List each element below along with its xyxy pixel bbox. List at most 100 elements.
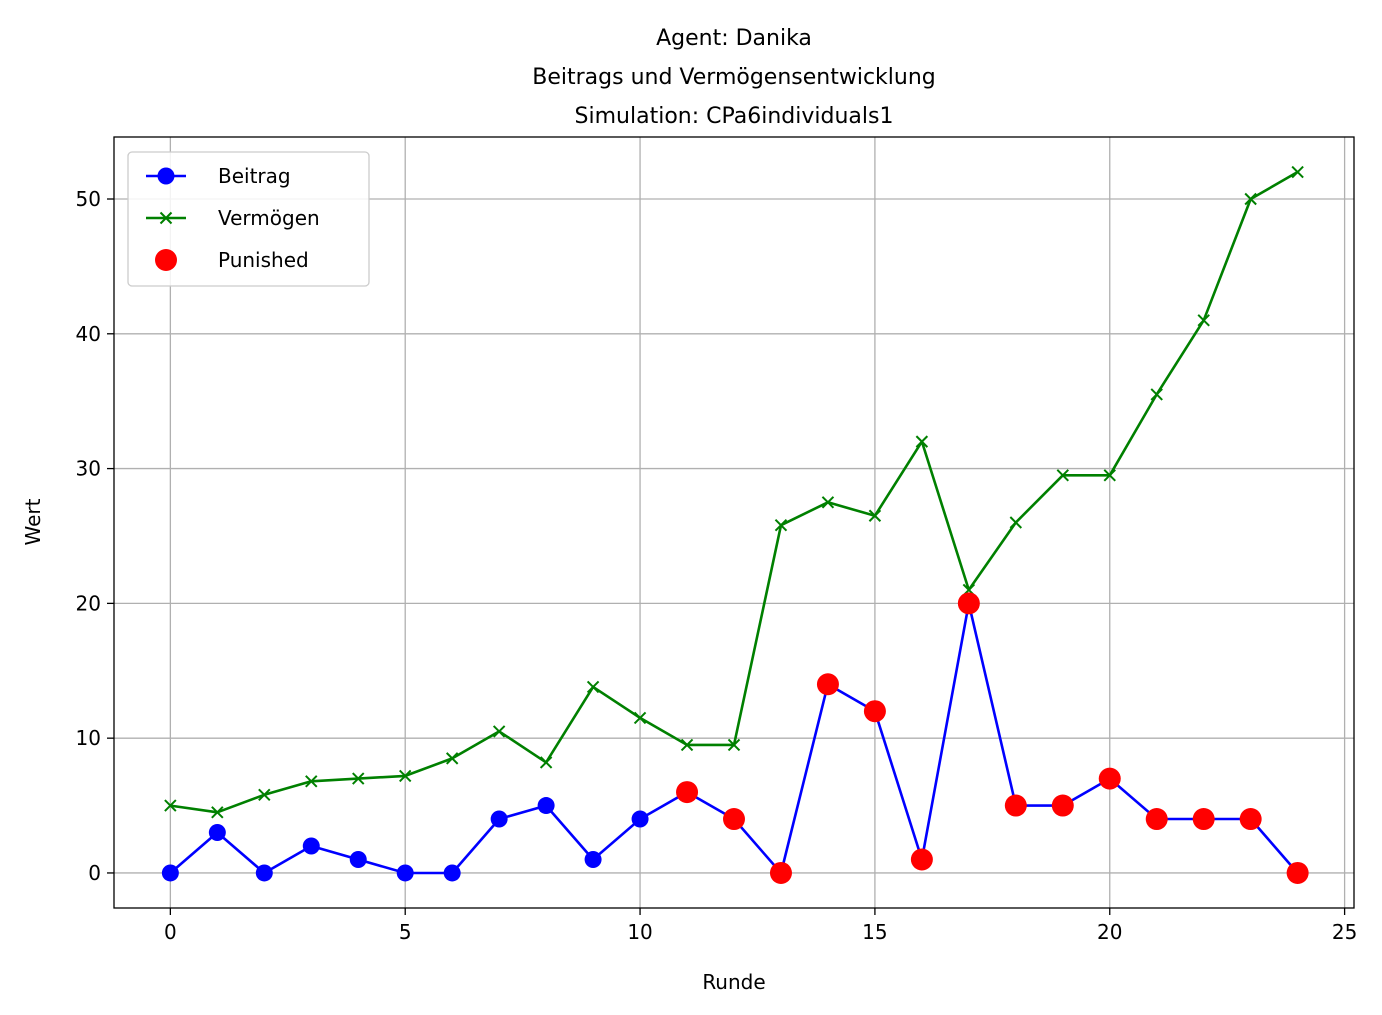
y-tick-label: 0 <box>88 861 101 885</box>
data-point-beitrag <box>302 837 320 855</box>
data-point-beitrag <box>208 824 226 842</box>
data-point-verm-gen <box>915 435 929 448</box>
x-marker-stroke <box>868 509 882 522</box>
data-point-verm-gen <box>1244 192 1257 206</box>
data-point-verm-gen <box>1291 165 1304 179</box>
data-point-beitrag <box>396 864 414 882</box>
punished-point <box>957 592 980 615</box>
x-marker-stroke <box>1009 516 1023 529</box>
data-point-verm-gen <box>586 680 600 694</box>
data-point-verm-gen <box>539 756 553 769</box>
punished-point <box>1286 861 1309 884</box>
data-point-verm-gen <box>1197 314 1210 327</box>
legend-label: Vermögen <box>218 206 320 230</box>
legend-marker <box>155 249 177 271</box>
chart-title: Agent: Danika Beitrags und Vermögensentw… <box>532 26 936 129</box>
y-tick-label: 40 <box>76 322 101 346</box>
punished-point <box>863 700 886 723</box>
x-marker-stroke <box>1056 469 1069 482</box>
data-point-beitrag <box>537 797 555 815</box>
x-marker-stroke <box>399 769 412 783</box>
y-tick-label: 20 <box>76 591 101 615</box>
x-tick-label: 0 <box>164 920 177 944</box>
data-point-beitrag <box>255 864 273 882</box>
legend-entry: Punished <box>155 248 309 272</box>
data-point-beitrag <box>631 810 649 828</box>
data-point-verm-gen <box>211 806 224 819</box>
x-marker-stroke <box>586 680 600 694</box>
x-marker-stroke <box>1244 192 1257 206</box>
data-point-verm-gen <box>1009 516 1023 529</box>
x-axis-label: Runde <box>702 970 765 994</box>
legend-label: Punished <box>218 248 309 272</box>
x-tick-label: 10 <box>627 920 652 944</box>
data-point-beitrag <box>443 864 461 882</box>
x-marker-stroke <box>492 725 506 738</box>
x-tick-label: 20 <box>1097 920 1122 944</box>
data-point-verm-gen <box>258 788 271 801</box>
punished-point <box>769 861 792 884</box>
y-axis-label: Wert <box>21 498 45 545</box>
data-point-verm-gen <box>352 772 365 785</box>
x-marker-stroke <box>1150 388 1163 401</box>
x-marker-stroke <box>258 788 271 801</box>
x-marker-stroke <box>821 496 835 509</box>
title-line-2: Beitrags und Vermögensentwicklung <box>532 65 936 90</box>
legend-marker <box>157 167 175 185</box>
data-point-verm-gen <box>492 725 506 738</box>
ticks: 0 5 10 15 20 25 0 10 20 30 40 50 <box>76 187 1358 944</box>
punished-point <box>910 848 933 871</box>
punished-point <box>1239 808 1262 831</box>
x-tick-label: 25 <box>1332 920 1357 944</box>
x-marker-stroke <box>159 211 173 225</box>
x-marker-stroke <box>727 738 741 752</box>
x-tick-label: 5 <box>399 920 412 944</box>
x-marker-stroke <box>774 518 788 532</box>
x-marker-stroke <box>1103 469 1116 482</box>
punished-point <box>1098 767 1121 790</box>
data-point-verm-gen <box>1103 469 1116 482</box>
x-marker-stroke <box>1291 165 1304 179</box>
title-line-3: Simulation: CPa6individuals1 <box>575 104 894 129</box>
title-line-1: Agent: Danika <box>656 26 812 51</box>
punished-point <box>1004 794 1027 817</box>
y-tick-label: 30 <box>76 457 101 481</box>
punished-point <box>1145 808 1168 831</box>
plot-area <box>161 165 1309 884</box>
x-marker-stroke <box>1197 314 1210 327</box>
data-point-beitrag <box>490 810 508 828</box>
legend: Beitrag Vermögen Punished <box>127 151 370 287</box>
data-point-verm-gen <box>399 769 412 783</box>
data-point-verm-gen <box>821 496 835 509</box>
axes-frame <box>113 136 1355 909</box>
legend-label: Beitrag <box>218 164 291 188</box>
data-point-verm-gen <box>305 775 318 788</box>
x-marker-stroke <box>633 711 647 725</box>
data-point-verm-gen <box>633 711 647 725</box>
x-marker-stroke <box>680 738 694 752</box>
data-point-verm-gen <box>445 752 459 765</box>
punished-point <box>723 808 745 831</box>
data-point-verm-gen <box>680 738 694 752</box>
legend-box <box>127 151 370 287</box>
legend-entry: Beitrag <box>146 164 291 188</box>
punished-point <box>1051 794 1074 817</box>
x-marker-stroke <box>352 772 365 785</box>
y-tick-label: 50 <box>76 187 101 211</box>
y-tick-label: 10 <box>76 726 101 750</box>
x-marker-stroke <box>915 435 929 448</box>
punished-point <box>816 673 839 696</box>
x-marker-stroke <box>305 775 318 788</box>
data-point-verm-gen <box>774 518 788 532</box>
x-marker-stroke <box>164 799 177 812</box>
data-point-beitrag <box>161 864 179 882</box>
punished-point <box>676 781 699 804</box>
data-point-beitrag <box>349 850 367 868</box>
x-marker-stroke <box>539 756 553 769</box>
data-point-beitrag <box>584 850 602 868</box>
legend-marker <box>159 211 173 225</box>
data-point-verm-gen <box>727 738 741 752</box>
data-point-verm-gen <box>868 509 882 522</box>
punished-point <box>1192 808 1215 831</box>
